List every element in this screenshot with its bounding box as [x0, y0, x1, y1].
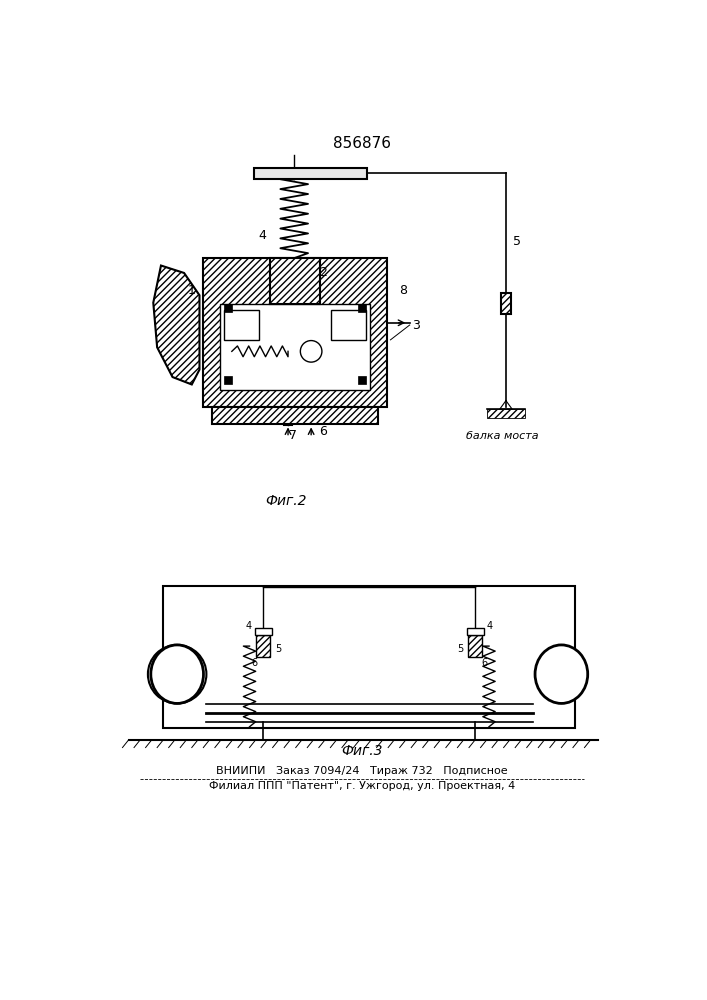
Bar [224, 310, 259, 340]
Text: Фиг.3: Фиг.3 [341, 744, 382, 758]
Text: 856876: 856876 [333, 136, 391, 151]
Text: 4: 4 [486, 621, 493, 631]
Bar [486, 409, 525, 418]
Bar [358, 304, 366, 312]
Bar [269, 258, 320, 304]
Text: 3: 3 [412, 319, 420, 332]
Bar [254, 168, 368, 179]
Text: 6: 6 [320, 425, 327, 438]
Bar [468, 635, 482, 657]
Bar [212, 407, 378, 424]
Bar [212, 407, 378, 424]
Text: 4: 4 [246, 621, 252, 631]
Polygon shape [153, 266, 199, 384]
Text: балка моста: балка моста [466, 431, 539, 441]
Bar [358, 376, 366, 384]
Bar [331, 310, 366, 340]
Bar [467, 628, 484, 635]
Bar [163, 586, 575, 728]
Text: 5: 5 [275, 644, 281, 654]
Bar [501, 293, 510, 314]
Bar [224, 304, 232, 312]
Text: 7: 7 [262, 642, 268, 651]
Text: Фиг.2: Фиг.2 [266, 494, 308, 508]
Bar [204, 258, 387, 407]
Bar [257, 635, 270, 657]
Bar [224, 376, 232, 384]
Text: 2: 2 [320, 266, 327, 279]
Text: 1: 1 [188, 284, 196, 297]
Text: 5: 5 [457, 644, 464, 654]
Bar [501, 293, 510, 314]
Bar [269, 258, 320, 304]
Text: 4: 4 [258, 229, 266, 242]
Ellipse shape [151, 645, 204, 703]
Bar [468, 635, 482, 657]
Text: 7: 7 [288, 429, 297, 442]
Text: 5: 5 [513, 235, 522, 248]
Text: 7: 7 [471, 642, 477, 651]
Bar [257, 635, 270, 657]
Bar [221, 304, 370, 390]
Bar [255, 628, 272, 635]
Text: ВНИИПИ   Заказ 7094/24   Тираж 732   Подписное: ВНИИПИ Заказ 7094/24 Тираж 732 Подписное [216, 766, 508, 776]
Text: 6: 6 [251, 658, 257, 668]
Circle shape [148, 645, 206, 703]
Text: 6: 6 [481, 658, 487, 668]
Ellipse shape [535, 645, 588, 703]
Text: Филиал ППП "Патент", г. Ужгород, ул. Проектная, 4: Филиал ППП "Патент", г. Ужгород, ул. Про… [209, 781, 515, 791]
Bar [204, 258, 387, 407]
Text: 8: 8 [399, 284, 407, 297]
